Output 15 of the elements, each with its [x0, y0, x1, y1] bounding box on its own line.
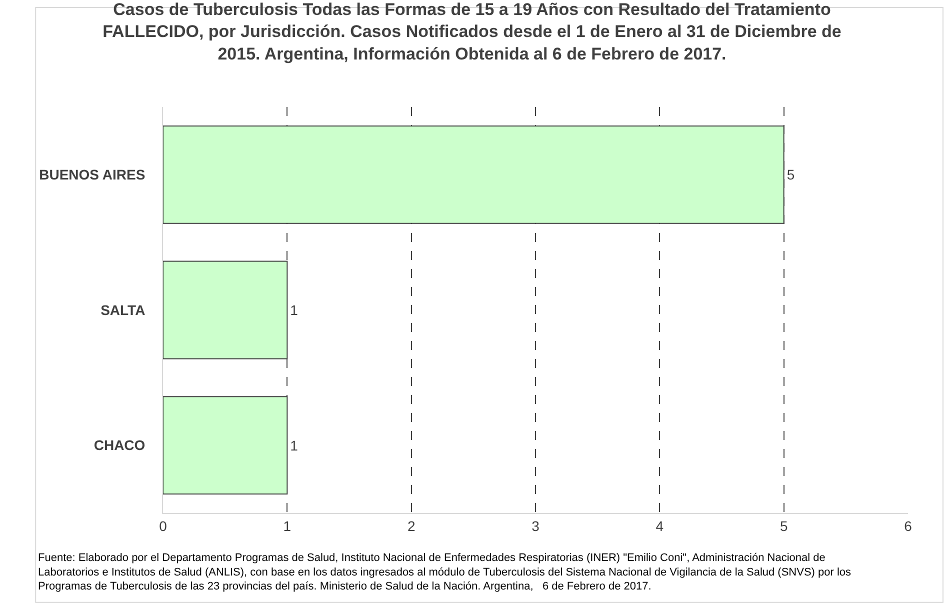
- y-tick-label: CHACO: [94, 437, 146, 454]
- x-tick-label: 0: [159, 518, 168, 534]
- source-note: Fuente: Elaborado por el Departamento Programas de Salud, Instituto Nacional de Enfermedades Respiratorias (INER) "Emilio Coni", Administración Nacional de Laboratorios e Institutos de Salud (ANLIS), con base en los datos ingresados al módulo de Tuberculosis del Sistema Nacional de Vigilancia de la Salud (SNVS) por los Programas de Tuberculosis de las 23 provincias del país. Ministerio de Salud de la Nación. Argentina, 6 de Febrero de 2017.: [38, 552, 852, 593]
- x-tick-label: 1: [283, 518, 292, 534]
- data-label: 1: [290, 302, 298, 318]
- y-tick-label: BUENOS AIRES: [39, 166, 146, 183]
- x-tick-label: 3: [532, 518, 540, 534]
- x-tick-label: 2: [407, 518, 416, 534]
- x-tick-label: 6: [904, 518, 912, 534]
- y-tick-label: SALTA: [100, 302, 146, 318]
- x-tick-label: 4: [656, 518, 664, 534]
- x-tick-label: 5: [780, 518, 788, 534]
- data-label: 5: [786, 166, 795, 183]
- chart-title: Casos de Tuberculosis Todas las Formas de 15 a 19 Años con Resultado del Tratamiento FALLECIDO, por Jurisdicción. Casos Notificados desde el 1 de Enero al 31 de Diciembre de 2015. Argentina, Información Obtenida al 6 de Febrero de 2017.: [102, 0, 842, 64]
- data-label: 1: [290, 437, 298, 454]
